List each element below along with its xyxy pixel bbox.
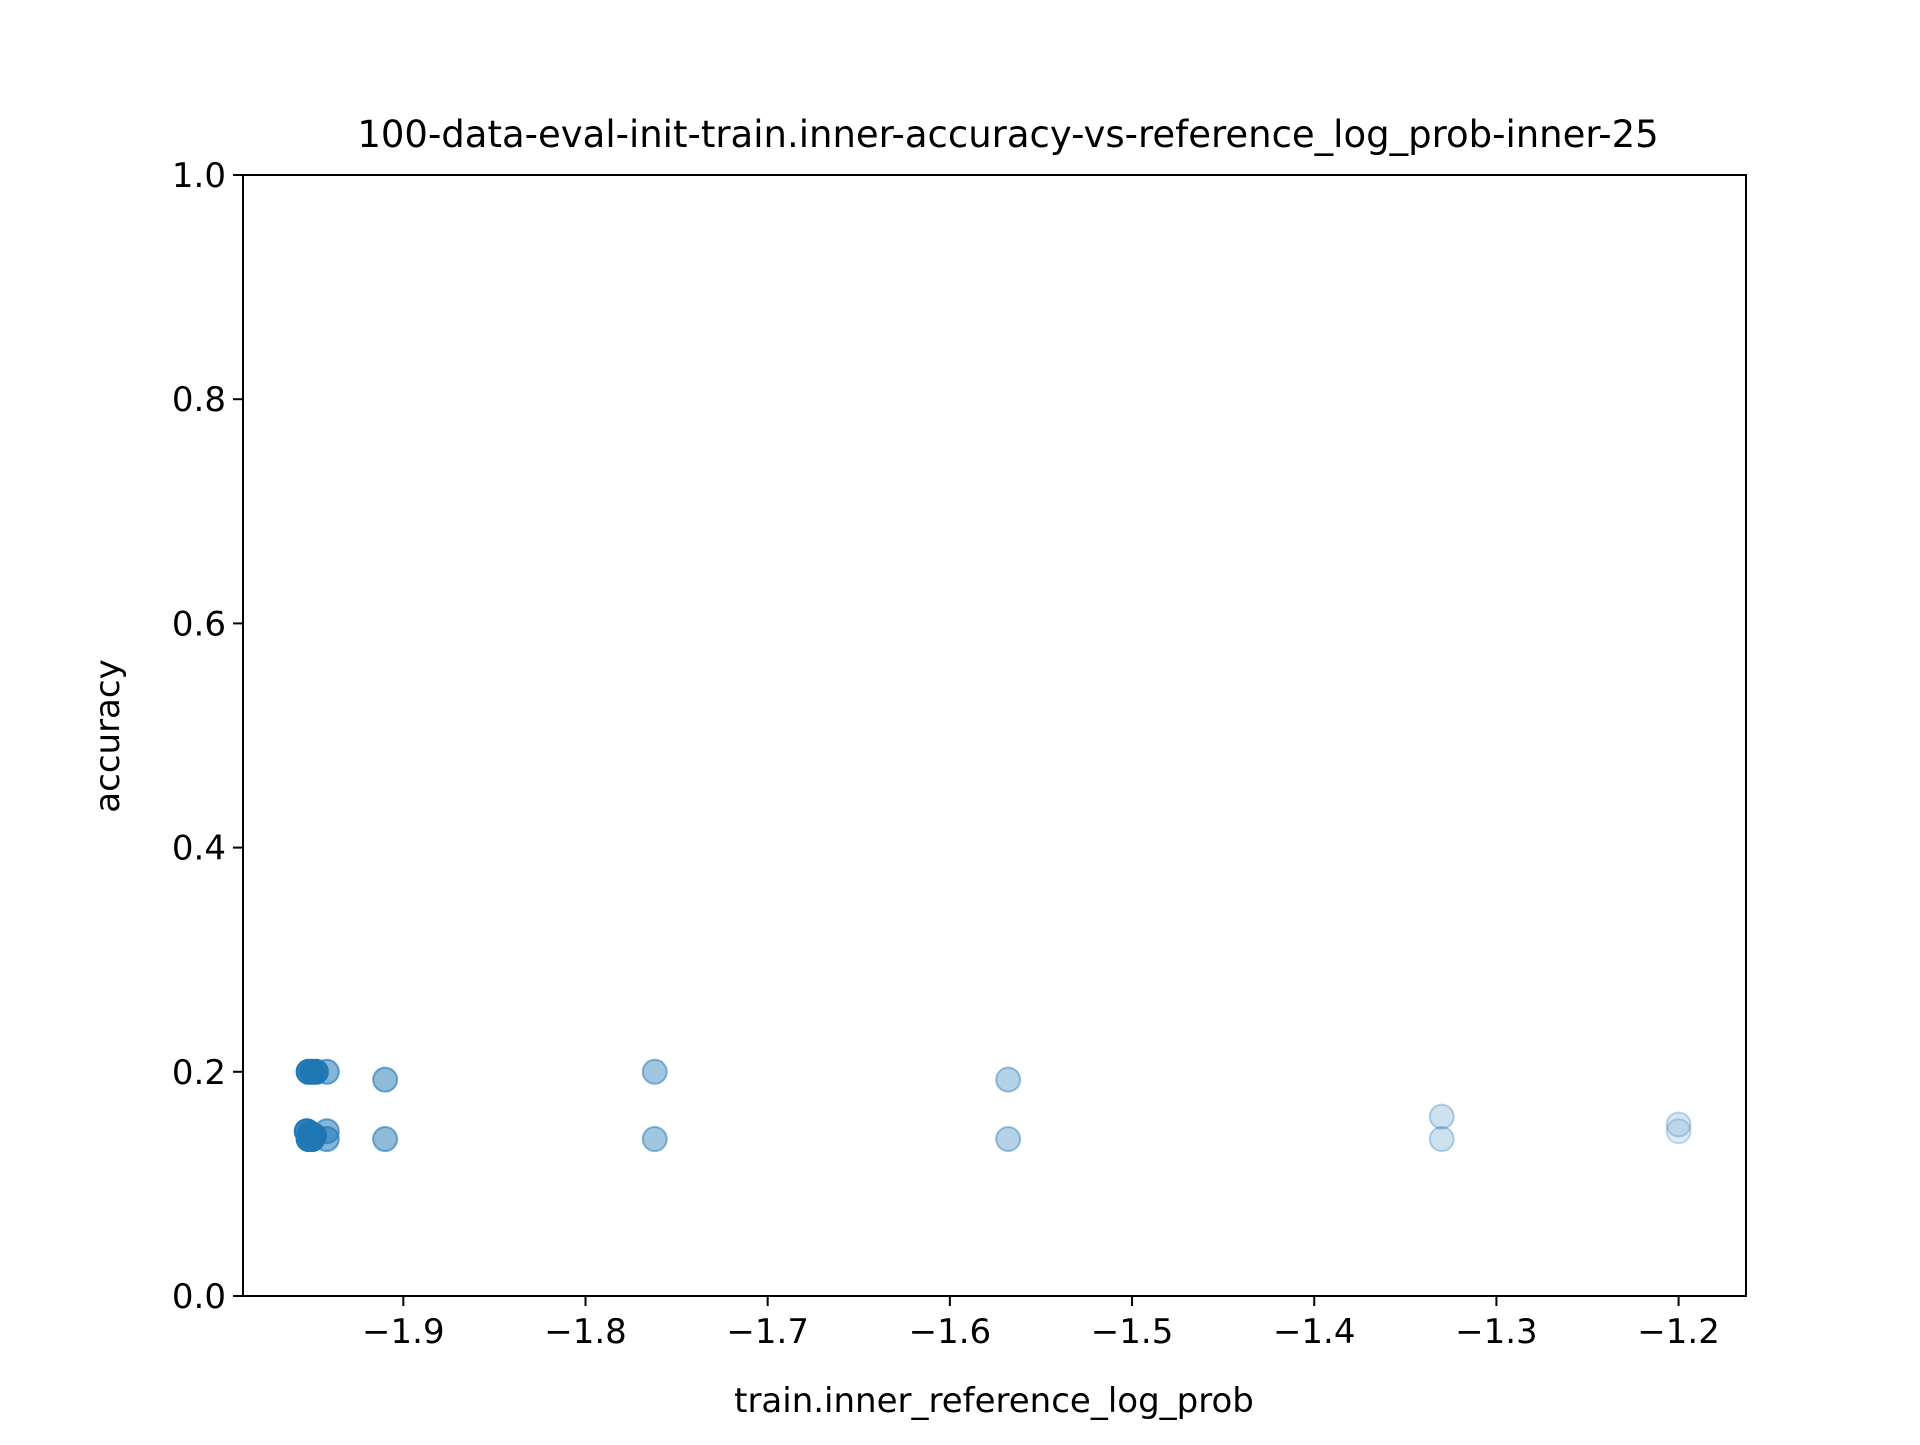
x-tick-label: −1.6 [909, 1312, 992, 1352]
y-tick-label: 0.6 [172, 604, 226, 644]
x-tick-label: −1.9 [362, 1312, 445, 1352]
data-point [995, 1126, 1022, 1153]
data-points [293, 1058, 1692, 1153]
data-point [641, 1058, 668, 1085]
y-axis-label: accuracy [88, 659, 128, 812]
data-point [313, 1126, 340, 1153]
y-tick-label: 0.2 [172, 1053, 226, 1093]
y-tick-label: 0.8 [172, 380, 226, 420]
x-tick-label: −1.4 [1273, 1312, 1356, 1352]
data-point [372, 1126, 399, 1153]
data-point [1428, 1103, 1455, 1130]
x-axis-ticks: −1.9 −1.8 −1.7 −1.6 −1.5 −1.4 −1.3 −1.2 [362, 1296, 1720, 1352]
x-tick-label: −1.2 [1637, 1312, 1720, 1352]
x-tick-label: −1.8 [544, 1312, 627, 1352]
x-tick-label: −1.5 [1091, 1312, 1174, 1352]
data-point [641, 1126, 668, 1153]
y-axis-ticks: 0.0 0.2 0.4 0.6 0.8 1.0 [172, 156, 243, 1317]
data-point [1665, 1118, 1692, 1145]
data-point [1665, 1111, 1692, 1138]
plot-frame [242, 174, 1747, 1297]
data-point [995, 1066, 1022, 1093]
y-tick-label: 1.0 [172, 156, 226, 196]
y-tick-label: 0.4 [172, 829, 226, 869]
data-point [313, 1058, 340, 1085]
data-point [1428, 1126, 1455, 1153]
x-tick-label: −1.3 [1455, 1312, 1538, 1352]
y-tick-label: 0.0 [172, 1277, 226, 1317]
chart-title: 100-data-eval-init-train.inner-accuracy-… [357, 113, 1658, 156]
x-tick-label: −1.7 [726, 1312, 809, 1352]
data-point [372, 1066, 399, 1093]
x-axis-label: train.inner_reference_log_prob [734, 1381, 1254, 1421]
